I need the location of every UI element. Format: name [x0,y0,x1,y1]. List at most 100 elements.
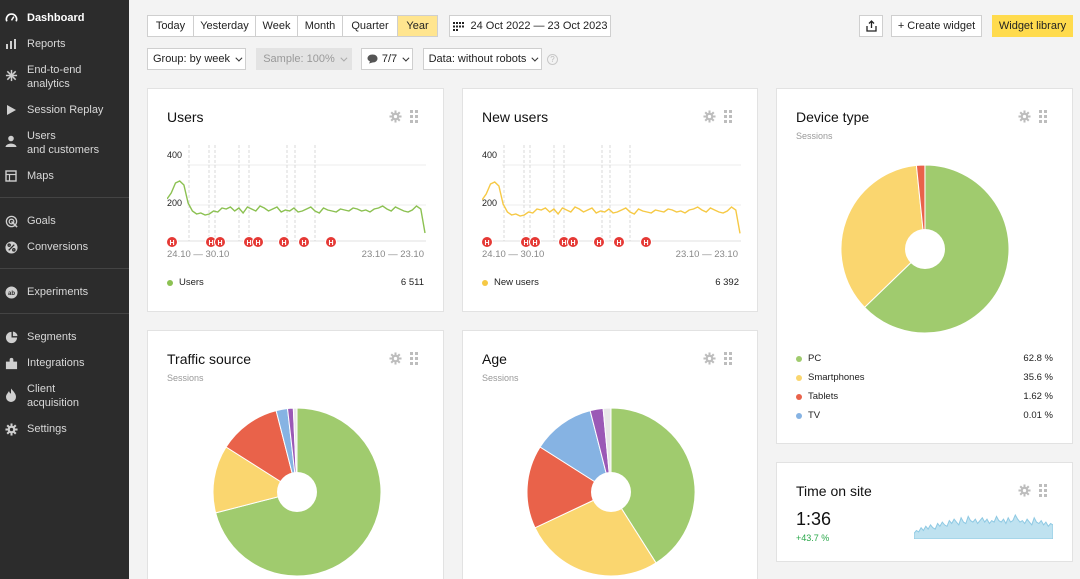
data-filter-label: Data: without robots [428,53,527,65]
gear-icon[interactable] [1018,484,1031,497]
x-range-end: 23.10 — 23.10 [675,249,738,260]
date-range-picker[interactable]: 24 Oct 2022 — 23 Oct 2023 [449,15,611,37]
drag-handle-icon[interactable] [1039,484,1052,497]
sidebar-item-label: Goals [27,215,56,227]
widget-title: Device type [796,109,870,125]
y-tick-200: 200 [167,198,183,208]
widget-library-button[interactable]: Widget library [992,15,1073,37]
device-donut-chart[interactable] [840,164,1010,334]
time-on-site-delta: +43.7 % [796,533,830,543]
legend-label: Tablets [808,391,839,402]
svg-text:H: H [523,240,528,247]
period-month-button[interactable]: Month [298,16,343,36]
sample-dropdown[interactable]: Sample: 100% [256,48,352,70]
holiday-marker-icon: H [593,236,605,248]
sidebar-item-label: Users and customers [27,130,100,156]
attribution-dropdown[interactable]: 7/7 [361,48,413,70]
sidebar-divider [0,268,129,269]
traffic-source-widget: Traffic source Sessions [147,330,444,579]
legend-row-smartphones: Smartphones 35.6 % [796,372,1053,383]
date-range-label: 24 Oct 2022 — 23 Oct 2023 [470,20,608,32]
legend-dot [796,393,802,400]
widget-subtitle: Sessions [796,131,833,141]
svg-text:H: H [246,240,251,247]
pie-slice-1 [534,491,657,577]
period-week-button[interactable]: Week [256,16,298,36]
map-icon [4,169,18,183]
holiday-marker-icon: H [482,236,493,248]
pie-slice-5 [602,407,612,493]
sample-dropdown-label: Sample: 100% [263,53,335,65]
goals-icon [4,214,18,228]
pie-slice-2 [526,446,613,529]
gear-icon[interactable] [1018,110,1031,123]
chevron-down-icon [402,54,410,62]
widget-tools [703,352,737,365]
time-on-site-value: 1:36 [796,509,832,529]
holiday-marker-icon: H [298,236,310,248]
period-year-button[interactable]: Year [398,16,437,36]
y-tick-400: 400 [482,150,498,160]
legend-dot [482,279,488,286]
experiments-icon: ab [4,285,18,299]
legend-value: 6 511 [400,277,424,288]
drag-handle-icon[interactable] [1039,110,1052,123]
sidebar-divider [0,197,129,198]
sidebar-item-label: Integrations [27,357,85,369]
gear-icon[interactable] [389,352,402,365]
sparkline-area [914,513,1053,539]
group-dropdown-label: Group: by week [152,53,231,65]
widget-title: Age [482,351,507,367]
y-tick-200: 200 [482,198,498,208]
legend-value: 0.01 % [1023,410,1053,421]
sidebar-item-label: End-to-end analytics [27,64,82,90]
legend-value: 6 392 [715,277,739,288]
svg-text:H: H [169,240,174,247]
svg-text:ab: ab [7,290,14,296]
widget-subtitle: Sessions [482,373,519,383]
traffic-donut-chart[interactable] [212,407,382,577]
period-today-button[interactable]: Today [148,16,194,36]
legend-value: 62.8 % [1023,353,1053,364]
age-widget: Age Sessions [462,330,758,579]
drag-handle-icon[interactable] [410,352,423,365]
pie-slice-3 [539,410,612,494]
series-line [482,181,741,234]
group-dropdown[interactable]: Group: by week [147,48,246,70]
age-donut-chart[interactable] [526,407,696,577]
export-button[interactable] [859,15,883,37]
holiday-marker-icon: H [520,236,532,248]
holiday-marker-icon: H [325,236,337,248]
data-filter-dropdown[interactable]: Data: without robots [423,48,542,70]
legend-label: New users [494,277,539,288]
holiday-marker-icon: H [529,236,541,248]
help-icon[interactable]: ? [547,54,558,65]
drag-handle-icon[interactable] [724,110,737,123]
legend-label: Users [179,277,204,288]
period-quarter-button[interactable]: Quarter [343,16,398,36]
create-widget-button[interactable]: + Create widget [891,15,982,37]
chevron-down-icon [531,54,539,62]
sidebar-item-label: Conversions [27,241,89,253]
drag-handle-icon[interactable] [724,352,737,365]
sidebar-item-label: Reports [27,38,66,50]
period-yesterday-button[interactable]: Yesterday [194,16,256,36]
play-icon [4,103,18,117]
pie-slice-2 [225,410,298,494]
time-on-site-sparkline[interactable] [914,511,1053,539]
calendar-icon [452,21,464,31]
widget-subtitle: Sessions [167,373,204,383]
holiday-marker-icon: H [613,236,625,248]
widget-tools [389,110,423,123]
gear-icon[interactable] [703,110,716,123]
gear-icon[interactable] [703,352,716,365]
gear-icon[interactable] [389,110,402,123]
drag-handle-icon[interactable] [410,110,423,123]
legend-row: Users 6 511 [167,277,424,288]
share-icon [865,20,877,32]
svg-text:H: H [570,240,575,247]
svg-text:H: H [208,240,213,247]
